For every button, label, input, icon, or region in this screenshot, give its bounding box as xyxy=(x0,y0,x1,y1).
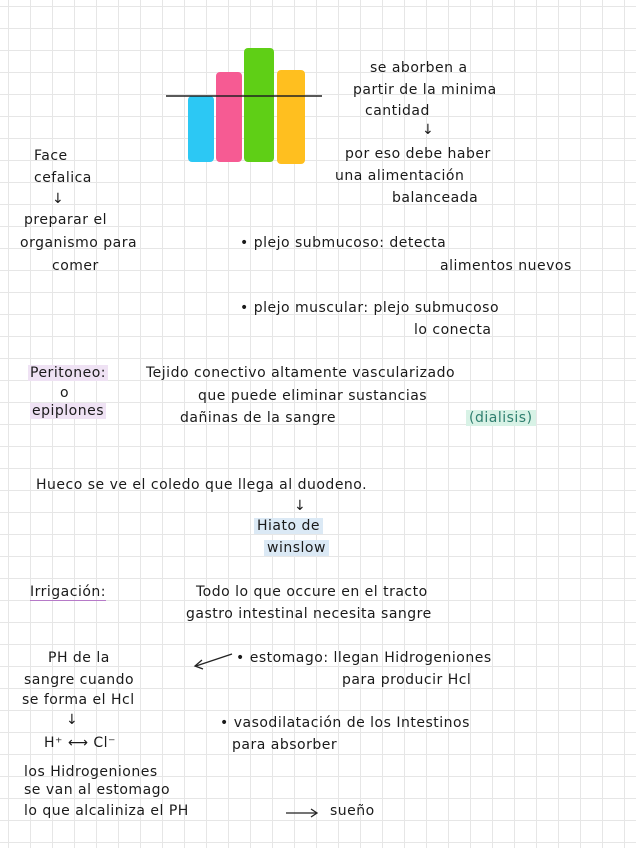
irrigacion-term-wrap: Irrigación: xyxy=(30,584,106,601)
peritoneo-def-line2: que puede eliminar sustancias xyxy=(198,388,428,404)
bar-blue xyxy=(188,96,214,162)
fase-line2: cefalica xyxy=(34,170,92,186)
estomago-line2: para producir Hcl xyxy=(342,672,472,688)
bottom-line3: lo que alcaliniza el PH xyxy=(24,803,189,819)
hiato-wrap1: Hiato de xyxy=(254,518,324,535)
bar-green xyxy=(244,48,274,162)
arrow-left-head xyxy=(193,659,204,670)
ph-line1: PH de la xyxy=(48,650,110,666)
arrow-down-4: ↓ xyxy=(66,712,79,728)
plexo-muscular-line2: lo conecta xyxy=(414,322,492,338)
hiato-line1: Hiato de xyxy=(254,518,324,534)
note-balance-line2: una alimentación xyxy=(335,168,465,184)
irrigacion-term: Irrigación: xyxy=(30,584,106,601)
estomago-line1: • estomago: llegan Hidrogeniones xyxy=(236,650,492,666)
arrow-down-3: ↓ xyxy=(294,498,307,514)
note-balance-line3: balanceada xyxy=(392,190,479,206)
bar-pink xyxy=(216,72,242,162)
hiato-line2: winslow xyxy=(264,540,329,556)
vaso-line1: • vasodilatación de los Intestinos xyxy=(220,715,470,731)
fase-line5: comer xyxy=(52,258,99,274)
note-absorb-line1: se aborben a xyxy=(370,60,468,76)
plexo-muscular-line1: • plejo muscular: plejo submucoso xyxy=(240,300,500,316)
arrow-left-line xyxy=(195,653,233,667)
bar-yellow xyxy=(277,70,305,164)
hiato-wrap2: winslow xyxy=(264,540,329,557)
bottom-line2: se van al estomago xyxy=(24,782,171,798)
irrigacion-line1: Todo lo que occure en el tracto xyxy=(196,584,428,600)
arrow-down-1: ↓ xyxy=(422,122,435,138)
peritoneo-term-wrap: Peritoneo: xyxy=(28,365,109,382)
bottom-result: sueño xyxy=(330,803,375,819)
note-absorb-line2: partir de la minima xyxy=(353,82,497,98)
plexo-submucoso-line1: • plejo submucoso: detecta xyxy=(240,235,447,251)
peritoneo-def-line3: dañinas de la sangre xyxy=(180,410,336,426)
irrigacion-line2: gastro intestinal necesita sangre xyxy=(186,606,432,622)
fase-line4: organismo para xyxy=(20,235,138,251)
fase-line1: Face xyxy=(34,148,68,164)
vaso-line2: para absorber xyxy=(232,737,338,753)
epiplones-term: epiplones xyxy=(30,403,107,419)
arrow-down-2: ↓ xyxy=(52,191,65,207)
bottom-line1: los Hidrogeniones xyxy=(24,764,158,780)
peritoneo-term: Peritoneo: xyxy=(28,365,109,381)
peritoneo-o: o xyxy=(60,385,70,401)
epiplones-wrap: epiplones xyxy=(30,403,107,420)
dialisis-wrap: (dialisis) xyxy=(466,410,536,427)
plexo-submucoso-line2: alimentos nuevos xyxy=(440,258,572,274)
peritoneo-def-line1: Tejido conectivo altamente vascularizado xyxy=(146,365,456,381)
hueco-line: Hueco se ve el coledo que llega al duode… xyxy=(36,477,368,493)
ions: H⁺ ⟷ Cl⁻ xyxy=(44,735,116,751)
dialisis-highlight: (dialisis) xyxy=(466,410,536,426)
ph-line2: sangre cuando xyxy=(24,672,135,688)
ph-line3: se forma el Hcl xyxy=(22,692,135,708)
arrow-long-head xyxy=(310,808,319,818)
note-absorb-line3: cantidad xyxy=(365,103,430,119)
note-balance-line1: por eso debe haber xyxy=(345,146,491,162)
fase-line3: preparar el xyxy=(24,212,107,228)
